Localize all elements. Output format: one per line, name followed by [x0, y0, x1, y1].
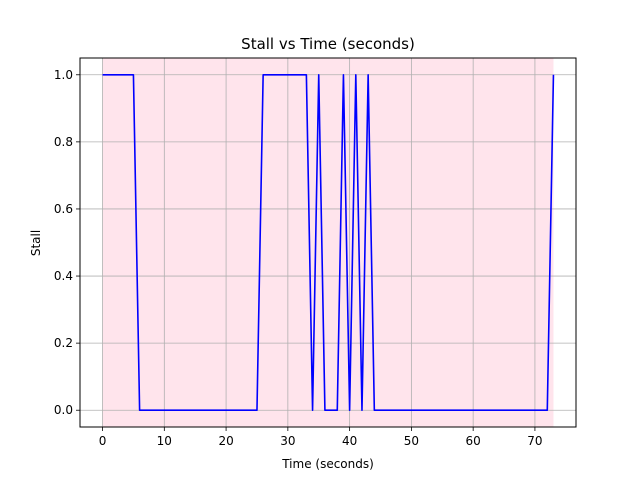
x-tick-label: 30 — [280, 434, 295, 448]
x-tick-label: 50 — [404, 434, 419, 448]
y-tick-label: 0.6 — [54, 202, 73, 216]
y-axis-ticks: 0.0 0.2 0.4 0.6 0.8 1.0 — [54, 68, 80, 417]
y-tick-label: 0.2 — [54, 336, 73, 350]
series-line — [102, 73, 555, 412]
x-tick-label: 20 — [218, 434, 233, 448]
y-tick-label: 0.8 — [54, 135, 73, 149]
plot-frame — [79, 57, 577, 428]
shaded-region — [102, 58, 554, 427]
x-tick-label: 70 — [527, 434, 542, 448]
y-tick-label: 0.0 — [54, 403, 73, 417]
x-axis-ticks: 0 10 20 30 40 50 60 70 — [99, 427, 543, 448]
x-axis-label: Time (seconds) — [281, 457, 374, 471]
y-axis-label: Stall — [29, 230, 43, 256]
x-tick-label: 0 — [99, 434, 107, 448]
y-tick-label: 0.4 — [54, 269, 73, 283]
chart-title: Stall vs Time (seconds) — [241, 35, 415, 53]
x-tick-label: 40 — [342, 434, 357, 448]
grid-lines — [80, 58, 576, 427]
y-tick-label: 1.0 — [54, 68, 73, 82]
x-tick-label: 60 — [466, 434, 481, 448]
x-tick-label: 10 — [157, 434, 172, 448]
series-layer — [102, 73, 555, 412]
